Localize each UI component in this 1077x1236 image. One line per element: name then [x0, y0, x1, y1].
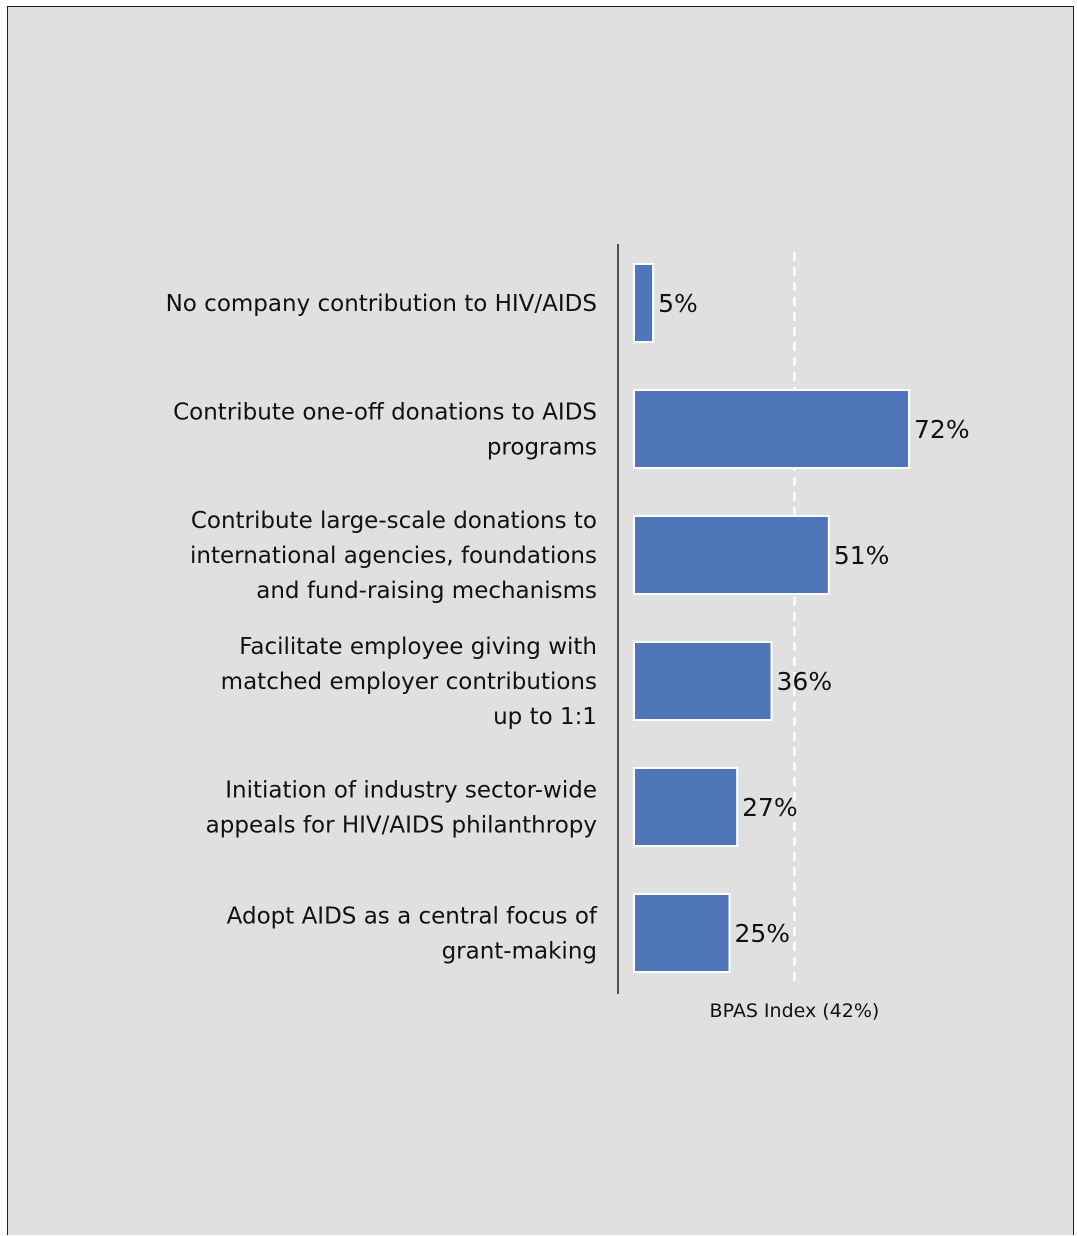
bar-1 — [633, 263, 655, 343]
bar-chart: 5% No company contribution to HIV/AIDS 72%… — [166, 244, 970, 1022]
bar-5 — [633, 767, 739, 847]
value-label-6: 25% — [735, 919, 791, 948]
bar-3 — [633, 515, 830, 595]
category-label-3-line-2: international agencies, foundations — [190, 543, 597, 569]
category-label-6-line-1: Adopt AIDS as a central focus of — [227, 904, 598, 930]
category-label-1-line-1: No company contribution to HIV/AIDS — [166, 291, 597, 317]
bar-6 — [633, 893, 731, 973]
category-label-5-line-1: Initiation of industry sector-wide — [225, 778, 597, 804]
category-label-4-line-1: Facilitate employee giving with — [239, 634, 597, 660]
value-label-1: 5% — [658, 289, 698, 318]
category-label-2-line-1: Contribute one-off donations to AIDS — [173, 400, 597, 426]
value-label-5: 27% — [742, 793, 798, 822]
category-label-4-line-2: matched employer contributions — [221, 669, 597, 695]
bpas-index-label: BPAS Index (42%) — [710, 1000, 880, 1022]
category-label-3-line-1: Contribute large-scale donations to — [191, 508, 597, 534]
category-label-4-line-3: up to 1:1 — [493, 704, 597, 730]
value-label-2: 72% — [914, 415, 970, 444]
bar-4 — [633, 641, 773, 721]
value-label-3: 51% — [834, 541, 890, 570]
category-label-3-line-3: and fund-raising mechanisms — [256, 578, 597, 604]
category-label-2-line-2: programs — [487, 435, 597, 461]
category-label-6-line-2: grant-making — [442, 939, 597, 965]
category-label-5-line-2: appeals for HIV/AIDS philanthropy — [206, 813, 597, 839]
value-label-4: 36% — [777, 667, 833, 696]
chart-panel: 5% No company contribution to HIV/AIDS 72%… — [7, 6, 1074, 1235]
bar-2 — [633, 389, 911, 469]
